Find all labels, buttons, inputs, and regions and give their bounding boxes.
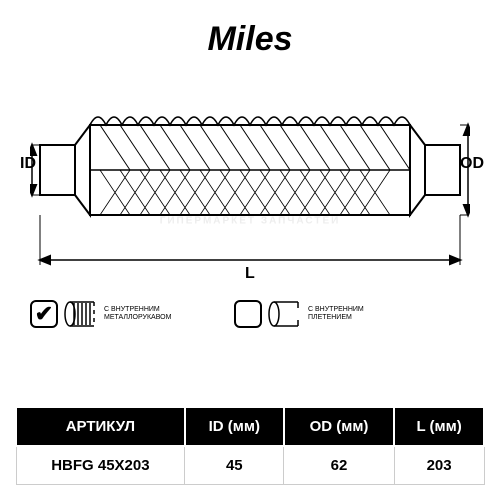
dim-label-od: OD (460, 155, 484, 173)
brand-logo: Miles (207, 20, 292, 59)
cell-od: 62 (284, 446, 394, 485)
table-row: HBFG 45X203 45 62 203 (16, 446, 484, 485)
dim-label-id: ID (20, 155, 36, 173)
option-braided: С ВНУТРЕННИМ ПЛЕТЕНИЕМ (234, 300, 378, 328)
flex-pipe-diagram (30, 70, 470, 270)
checkbox-braided[interactable] (234, 300, 262, 328)
col-id: ID (мм) (185, 407, 284, 446)
cell-article: HBFG 45X203 (16, 446, 185, 485)
option-ribbed: ✔ С ВНУТРЕННИМ МЕТАЛЛОРУКАВОМ (30, 300, 174, 328)
cell-l: 203 (394, 446, 484, 485)
cell-id: 45 (185, 446, 284, 485)
col-l: L (мм) (394, 407, 484, 446)
sleeve-braided-icon (268, 300, 302, 328)
col-od: OD (мм) (284, 407, 394, 446)
option-ribbed-caption: С ВНУТРЕННИМ МЕТАЛЛОРУКАВОМ (104, 306, 174, 321)
checkbox-ribbed[interactable]: ✔ (30, 300, 58, 328)
col-article: АРТИКУЛ (16, 407, 185, 446)
option-braided-caption: С ВНУТРЕННИМ ПЛЕТЕНИЕМ (308, 306, 378, 321)
dim-label-l: L (245, 265, 255, 283)
table-header-row: АРТИКУЛ ID (мм) OD (мм) L (мм) (16, 407, 484, 446)
sleeve-ribbed-icon (64, 300, 98, 328)
checkmark-icon: ✔ (35, 301, 53, 327)
spec-table: АРТИКУЛ ID (мм) OD (мм) L (мм) HBFG 45X2… (15, 406, 485, 485)
options-row: ✔ С ВНУТРЕННИМ МЕТАЛЛОРУКАВОМ С ВНУТРЕ (30, 300, 378, 328)
